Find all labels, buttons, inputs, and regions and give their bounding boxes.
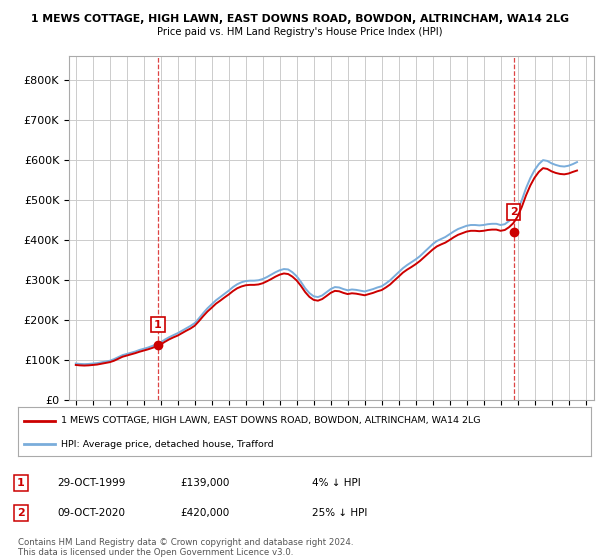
Text: 2: 2	[510, 207, 518, 217]
Text: 29-OCT-1999: 29-OCT-1999	[57, 478, 125, 488]
Text: Price paid vs. HM Land Registry's House Price Index (HPI): Price paid vs. HM Land Registry's House …	[157, 27, 443, 37]
Text: 25% ↓ HPI: 25% ↓ HPI	[312, 508, 367, 518]
Text: 2: 2	[17, 508, 25, 518]
Text: 1: 1	[154, 320, 162, 329]
Text: 1 MEWS COTTAGE, HIGH LAWN, EAST DOWNS ROAD, BOWDON, ALTRINCHAM, WA14 2LG: 1 MEWS COTTAGE, HIGH LAWN, EAST DOWNS RO…	[61, 417, 481, 426]
Text: £420,000: £420,000	[180, 508, 229, 518]
Text: Contains HM Land Registry data © Crown copyright and database right 2024.
This d: Contains HM Land Registry data © Crown c…	[18, 538, 353, 557]
Text: 1: 1	[17, 478, 25, 488]
Text: £139,000: £139,000	[180, 478, 229, 488]
Text: 09-OCT-2020: 09-OCT-2020	[57, 508, 125, 518]
Text: 1 MEWS COTTAGE, HIGH LAWN, EAST DOWNS ROAD, BOWDON, ALTRINCHAM, WA14 2LG: 1 MEWS COTTAGE, HIGH LAWN, EAST DOWNS RO…	[31, 14, 569, 24]
Text: 4% ↓ HPI: 4% ↓ HPI	[312, 478, 361, 488]
Text: HPI: Average price, detached house, Trafford: HPI: Average price, detached house, Traf…	[61, 440, 274, 449]
